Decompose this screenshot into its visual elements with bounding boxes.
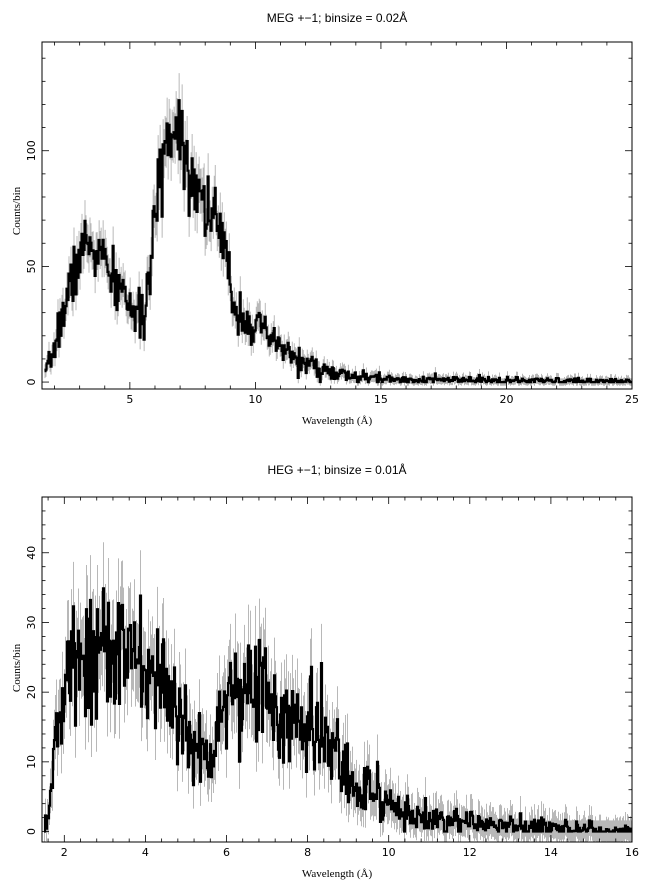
heg-x-tick-label: 2 bbox=[61, 846, 68, 859]
meg-x-tick-label: 20 bbox=[499, 393, 513, 406]
heg-x-tick-label: 14 bbox=[544, 846, 558, 859]
meg-x-tick-label: 5 bbox=[126, 393, 133, 406]
meg-y-axis-label: Counts/bin bbox=[11, 186, 23, 235]
heg-x-tick-label: 10 bbox=[382, 846, 396, 859]
heg-error-bars bbox=[44, 542, 632, 842]
heg-y-tick-label: 20 bbox=[25, 685, 38, 699]
heg-y-axis-label: Counts/bin bbox=[11, 643, 23, 692]
meg-x-axis-label: Wavelength (Å) bbox=[302, 415, 373, 427]
meg-x-tick-label: 25 bbox=[625, 393, 639, 406]
meg-y-tick-label: 100 bbox=[25, 140, 38, 161]
heg-y-tick-label: 10 bbox=[25, 755, 38, 769]
heg-plot-frame bbox=[41, 496, 633, 843]
meg-y-tick-label: 0 bbox=[25, 379, 38, 386]
heg-spectrum-panel: HEG +−1; binsize = 0.01Å Wavelength (Å) … bbox=[11, 462, 639, 880]
heg-x-tick-label: 6 bbox=[223, 846, 230, 859]
heg-y-tick-label: 40 bbox=[25, 546, 38, 560]
meg-spectrum-histogram bbox=[44, 99, 632, 384]
heg-y-tick-label: 30 bbox=[25, 615, 38, 629]
heg-x-axis-label: Wavelength (Å) bbox=[302, 868, 373, 880]
heg-panel-title: HEG +−1; binsize = 0.01Å bbox=[267, 462, 406, 477]
meg-x-tick-label: 10 bbox=[248, 393, 262, 406]
meg-spectrum-panel: MEG +−1; binsize = 0.02Å Wavelength (Å) … bbox=[11, 10, 639, 427]
meg-plot-frame bbox=[41, 41, 633, 390]
heg-x-tick-label: 16 bbox=[625, 846, 639, 859]
heg-x-tick-label: 4 bbox=[142, 846, 149, 859]
heg-spectrum-histogram bbox=[43, 587, 633, 833]
heg-x-tick-label: 8 bbox=[304, 846, 311, 859]
heg-y-tick-label: 0 bbox=[25, 828, 38, 835]
meg-y-tick-label: 50 bbox=[25, 259, 38, 273]
meg-x-tick-label: 15 bbox=[374, 393, 388, 406]
heg-x-tick-label: 12 bbox=[463, 846, 477, 859]
meg-panel-title: MEG +−1; binsize = 0.02Å bbox=[267, 10, 407, 25]
meg-error-bars bbox=[44, 73, 632, 386]
